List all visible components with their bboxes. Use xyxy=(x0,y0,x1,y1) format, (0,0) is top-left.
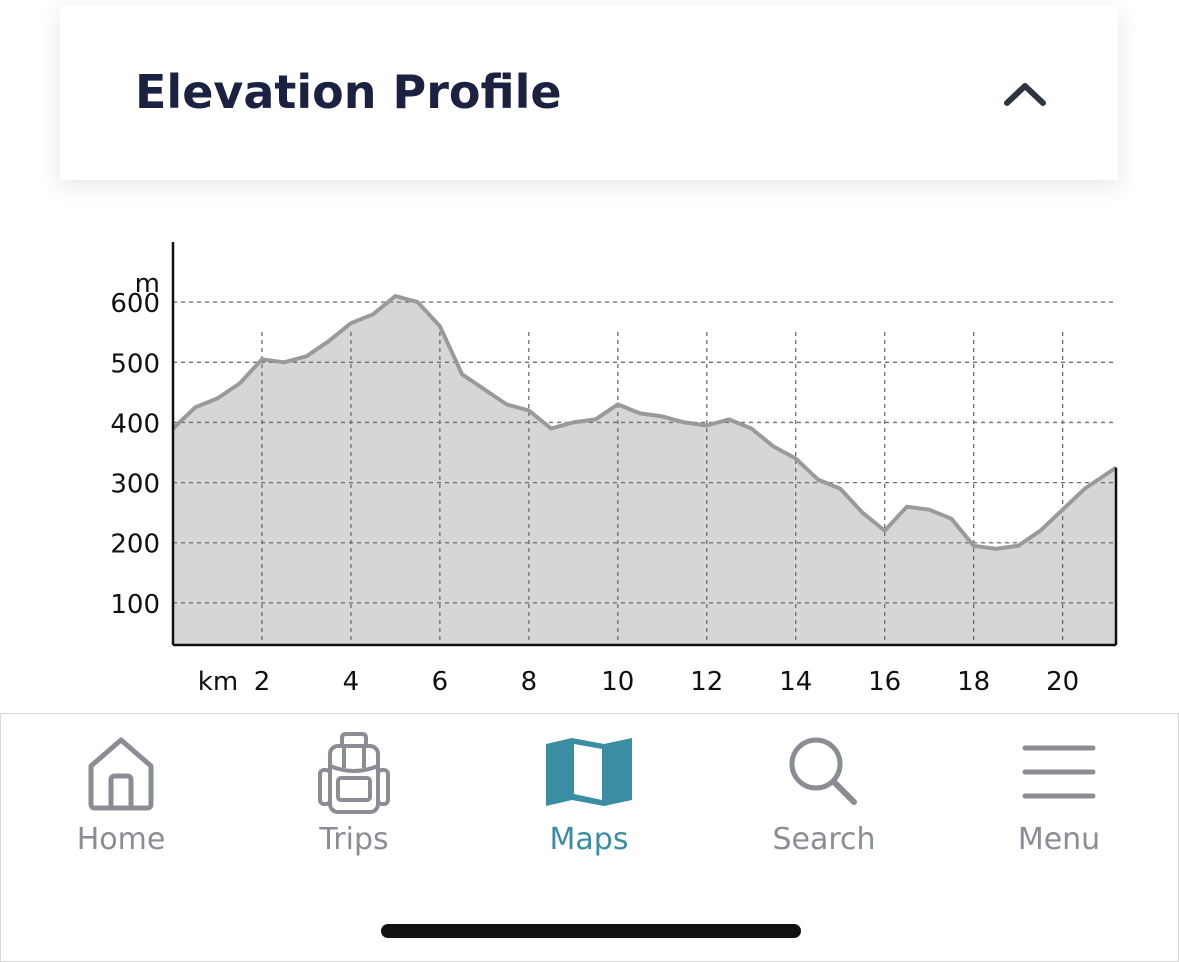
x-tick-label: 20 xyxy=(1046,667,1079,697)
y-tick-label: 400 xyxy=(110,409,160,439)
x-tick-label: 4 xyxy=(343,667,360,697)
nav-label-menu: Menu xyxy=(1017,822,1101,857)
y-tick-label: 600 xyxy=(110,289,160,319)
menu-icon xyxy=(1022,745,1096,799)
x-tick-label: 2 xyxy=(254,667,271,697)
home-icon xyxy=(88,737,154,811)
x-tick-label: 16 xyxy=(868,667,901,697)
x-axis-label: km xyxy=(198,667,238,697)
elevation-line xyxy=(171,294,1118,551)
y-tick-label: 100 xyxy=(110,590,160,620)
collapse-button[interactable] xyxy=(995,67,1055,117)
backpack-icon xyxy=(318,732,390,814)
section-title: Elevation Profile xyxy=(135,65,562,119)
search-icon xyxy=(789,737,857,805)
x-tick-label: 14 xyxy=(779,667,812,697)
bottom-nav-bar: Home Trips Maps Search xyxy=(0,713,1179,962)
chevron-up-icon xyxy=(1004,83,1046,106)
x-tick-label: 8 xyxy=(521,667,538,697)
x-tick-label: 10 xyxy=(601,667,634,697)
y-tick-label: 200 xyxy=(110,530,160,560)
nav-item-home[interactable]: Home xyxy=(21,714,221,874)
nav-item-menu[interactable]: Menu xyxy=(959,714,1159,874)
y-tick-label: 300 xyxy=(110,470,160,500)
y-axis-label: m xyxy=(135,269,160,299)
y-tick-label: 500 xyxy=(110,349,160,379)
home-indicator xyxy=(381,924,801,938)
x-tick-label: 12 xyxy=(690,667,723,697)
elevation-profile-header[interactable]: Elevation Profile xyxy=(60,5,1118,180)
nav-item-search[interactable]: Search xyxy=(724,714,924,874)
nav-label-trips: Trips xyxy=(319,822,389,857)
x-tick-label: 6 xyxy=(432,667,449,697)
x-tick-label: 18 xyxy=(957,667,990,697)
nav-item-maps[interactable]: Maps xyxy=(489,714,689,874)
nav-label-search: Search xyxy=(772,822,876,857)
map-icon xyxy=(546,738,632,806)
nav-label-maps: Maps xyxy=(549,822,629,857)
elevation-chart: 100 200 300 400 500 600 m 2 4 6 8 10 12 14 16 18 20 km xyxy=(0,230,1179,710)
elevation-area-fill xyxy=(173,296,1116,645)
nav-item-trips[interactable]: Trips xyxy=(254,714,454,874)
nav-label-home: Home xyxy=(76,822,166,857)
